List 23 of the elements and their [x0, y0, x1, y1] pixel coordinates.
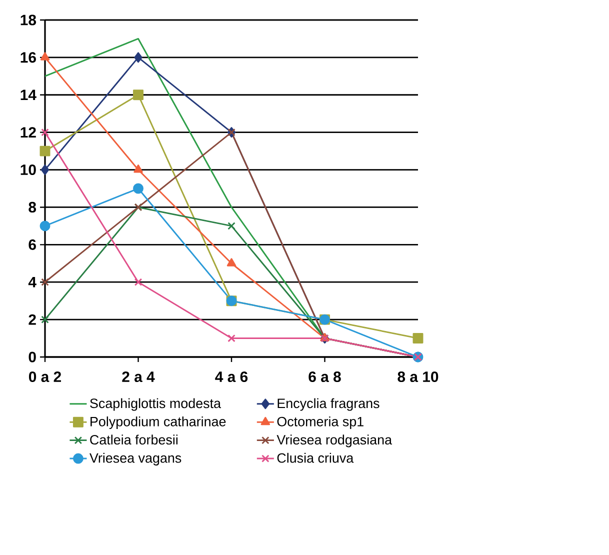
- y-tick-label: 18: [20, 14, 36, 26]
- legend-label: Scaphiglottis modesta: [90, 398, 222, 411]
- y-tick-label: 10: [20, 164, 36, 176]
- y-tick-label: 14: [20, 90, 36, 100]
- legend-label: Polypodium catharinae: [90, 416, 226, 430]
- x-tick-label: 2 a 4: [122, 371, 155, 382]
- y-tick-label: 16: [20, 52, 36, 63]
- legend-label: Clusia criuva: [277, 452, 354, 463]
- y-tick-label: 0: [28, 352, 36, 362]
- x-tick-label: 6 a 8: [308, 371, 341, 382]
- x-tick-label: 0 a 2: [28, 371, 61, 382]
- y-tick-label: 6: [28, 239, 36, 250]
- y-tick-label: 2: [28, 314, 36, 325]
- legend-label: Octomeria sp1: [277, 416, 364, 430]
- legend-label: Vriesea vagans: [90, 452, 182, 466]
- legend-label: Catleia forbesii: [90, 434, 178, 445]
- x-tick-label: 4 a 6: [215, 371, 248, 382]
- y-tick-label: 4: [28, 276, 36, 288]
- y-tick-label: 12: [20, 127, 36, 138]
- y-tick-label: 8: [28, 202, 36, 213]
- legend-label: Vriesea rodgasiana: [276, 434, 392, 448]
- x-tick-label: 8 a 10: [398, 371, 438, 382]
- legend-label: Encyclia fragrans: [278, 398, 380, 411]
